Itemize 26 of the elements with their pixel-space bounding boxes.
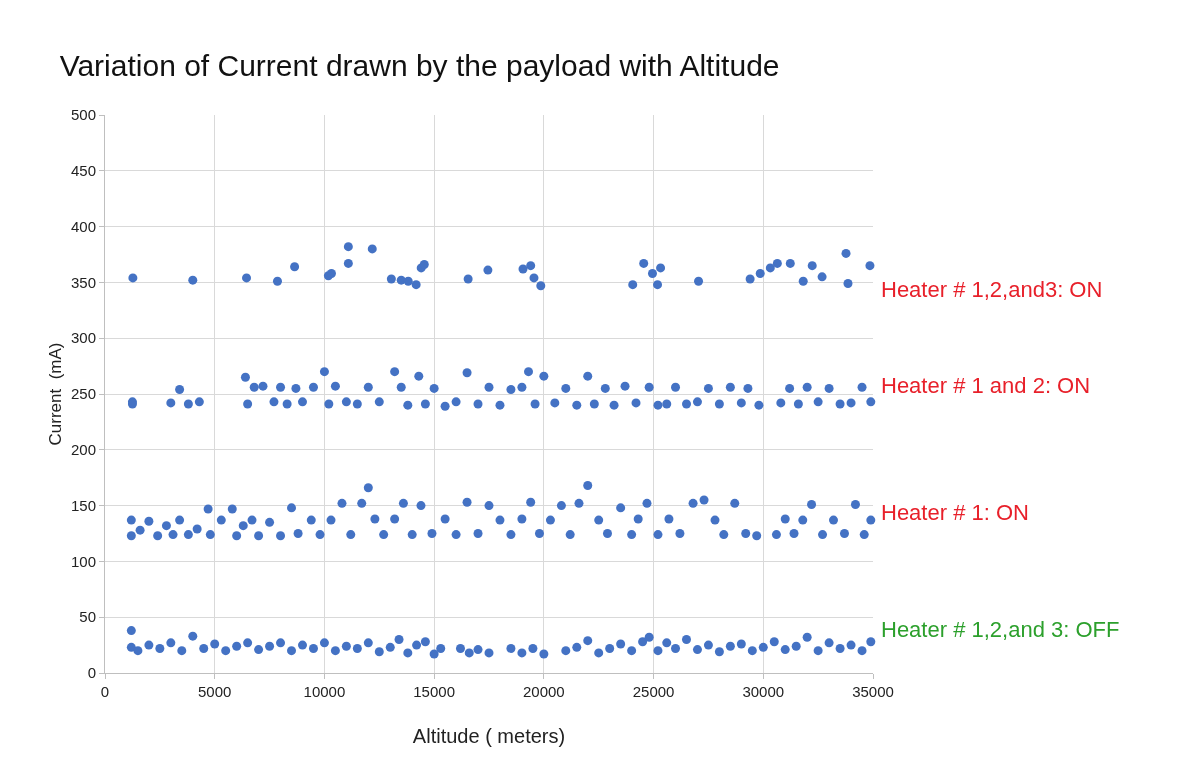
x-tick-label: 15000 <box>413 683 455 700</box>
x-tick-label: 20000 <box>523 683 565 700</box>
y-tick-label: 450 <box>70 162 96 180</box>
x-tick-label: 5000 <box>198 683 232 700</box>
y-tick-label: 150 <box>70 496 96 514</box>
y-tick-label: 300 <box>70 329 96 347</box>
text: Heater # 1,2,and 3: OFF <box>881 617 1120 642</box>
x-tick-label: 10000 <box>303 683 346 700</box>
y-tick-label: 0 <box>87 664 96 682</box>
x-axis-title: Altitude ( meters) <box>412 725 566 747</box>
y-tick-label: 350 <box>70 273 96 291</box>
text: Heater # 1 and 2: ON <box>881 373 1091 398</box>
text: Heater # 1: ON <box>881 500 1029 525</box>
y-tick-label: 250 <box>70 385 96 403</box>
x-tick-label: 35000 <box>852 683 894 700</box>
y-tick-label: 400 <box>70 217 96 235</box>
y-tick-label: 100 <box>70 552 96 570</box>
y-tick-label: 500 <box>70 106 96 124</box>
y-axis-title: Current (mA) <box>46 342 65 446</box>
y-tick-label: 50 <box>79 608 96 626</box>
x-tick-label: 0 <box>100 683 110 700</box>
x-tick-label: 30000 <box>742 683 785 700</box>
x-tick-label: 25000 <box>632 683 675 700</box>
chart-title: Variation of Current drawn by the payload with Altitude <box>59 48 780 82</box>
y-tick-label: 200 <box>70 441 96 459</box>
text: Heater # 1,2,and3: ON <box>881 277 1103 302</box>
